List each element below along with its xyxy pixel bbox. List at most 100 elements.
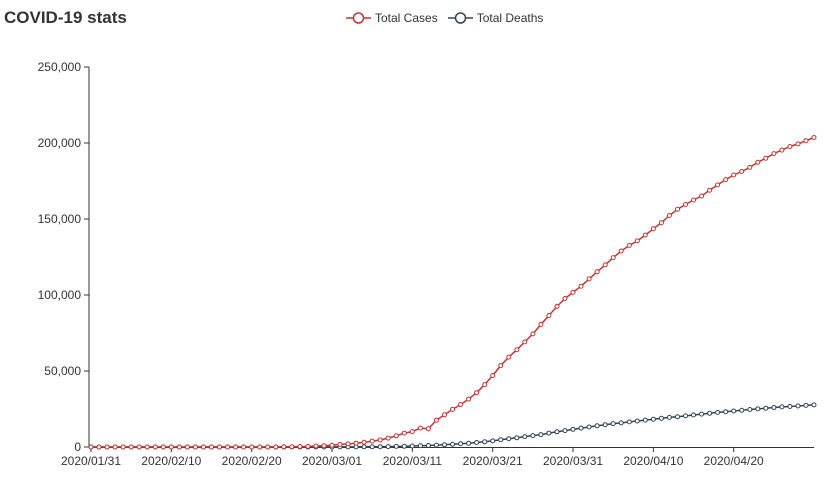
data-point-total-cases xyxy=(466,396,472,402)
data-point-total-deaths xyxy=(393,443,399,449)
data-point-total-deaths xyxy=(779,404,785,410)
data-point-total-cases xyxy=(425,426,431,432)
data-point-total-cases xyxy=(120,444,126,450)
data-point-total-deaths xyxy=(474,440,480,445)
data-point-total-deaths xyxy=(699,411,705,417)
data-point-total-deaths xyxy=(570,426,576,432)
data-point-total-cases xyxy=(699,193,705,199)
data-point-total-deaths xyxy=(401,443,407,449)
data-point-total-cases xyxy=(634,238,640,244)
data-point-total-deaths xyxy=(433,442,439,448)
data-point-total-deaths xyxy=(715,409,721,415)
data-point-total-cases xyxy=(787,144,793,149)
data-point-total-cases xyxy=(707,187,713,193)
data-point-total-deaths xyxy=(618,420,624,426)
data-point-total-deaths xyxy=(562,428,568,434)
data-point-total-deaths xyxy=(482,439,488,445)
data-point-total-cases xyxy=(361,439,367,445)
data-point-total-cases xyxy=(506,354,512,360)
data-point-total-deaths xyxy=(691,412,696,418)
data-point-total-cases xyxy=(450,406,455,412)
data-point-total-deaths xyxy=(450,441,455,447)
legend-swatch-total-deaths xyxy=(447,12,473,24)
legend-item-total-deaths[interactable]: Total Deaths xyxy=(447,11,543,25)
data-point-total-cases xyxy=(771,151,777,157)
data-point-total-deaths xyxy=(442,442,447,448)
data-point-total-cases xyxy=(811,135,817,140)
data-point-total-cases xyxy=(257,444,263,450)
data-point-total-cases xyxy=(353,440,359,446)
data-point-total-deaths xyxy=(602,422,608,428)
y-tick-label: 100,000 xyxy=(38,288,82,302)
data-point-total-cases xyxy=(739,169,745,174)
data-point-total-cases xyxy=(393,433,399,439)
data-point-total-cases xyxy=(570,289,576,295)
x-tick-label: 2020/02/10 xyxy=(141,454,201,468)
legend-label-total-cases: Total Cases xyxy=(375,11,438,25)
data-point-total-deaths xyxy=(578,425,584,431)
data-point-total-deaths xyxy=(626,419,632,425)
data-point-total-cases xyxy=(731,172,737,178)
data-point-total-cases xyxy=(675,206,680,212)
data-point-total-cases xyxy=(650,226,656,232)
data-point-total-cases xyxy=(192,444,198,450)
legend: Total Cases Total Deaths xyxy=(346,8,553,28)
data-point-total-cases xyxy=(265,444,271,450)
data-point-total-cases xyxy=(176,444,182,450)
data-point-total-deaths xyxy=(594,423,600,429)
data-point-total-cases xyxy=(715,182,721,188)
data-point-total-cases xyxy=(168,444,174,450)
data-point-total-cases xyxy=(144,444,150,450)
data-point-total-cases xyxy=(377,437,383,443)
data-point-total-deaths xyxy=(795,403,801,409)
data-point-total-cases xyxy=(152,444,158,450)
data-point-total-cases xyxy=(458,402,464,407)
data-point-total-cases xyxy=(763,155,769,161)
data-point-total-deaths xyxy=(763,405,769,411)
data-point-total-cases xyxy=(241,444,247,450)
data-point-total-cases xyxy=(313,443,319,449)
data-point-total-cases xyxy=(490,373,496,378)
data-point-total-cases xyxy=(602,262,608,268)
data-point-total-deaths xyxy=(361,444,367,450)
data-point-total-cases xyxy=(554,303,560,309)
data-point-total-deaths xyxy=(409,443,415,449)
data-point-total-cases xyxy=(128,444,134,450)
data-point-total-cases xyxy=(225,444,231,450)
data-point-total-cases xyxy=(281,444,287,450)
data-point-total-cases xyxy=(217,444,222,450)
data-point-total-deaths xyxy=(554,429,560,435)
data-point-total-deaths xyxy=(811,402,817,408)
data-point-total-cases xyxy=(522,339,528,345)
data-point-total-deaths xyxy=(538,432,544,438)
series-line-total-cases xyxy=(91,136,815,448)
data-point-total-cases xyxy=(610,255,616,261)
data-point-total-deaths xyxy=(498,437,504,443)
data-point-total-cases xyxy=(345,441,351,447)
data-point-total-cases xyxy=(233,444,239,450)
data-point-total-deaths xyxy=(650,416,656,422)
x-tick-label: 2020/04/10 xyxy=(623,454,683,468)
y-tick-label: 150,000 xyxy=(38,212,82,226)
data-point-total-cases xyxy=(546,313,552,318)
data-point-total-cases xyxy=(474,390,480,396)
legend-swatch-total-cases xyxy=(346,12,371,24)
data-point-total-deaths xyxy=(530,433,536,439)
data-point-total-deaths xyxy=(731,408,737,414)
data-point-total-cases xyxy=(417,425,423,431)
data-point-total-cases xyxy=(795,141,801,147)
data-point-total-deaths xyxy=(683,413,688,419)
data-point-total-deaths xyxy=(522,434,528,440)
data-point-total-cases xyxy=(385,435,391,441)
data-point-total-cases xyxy=(666,213,672,218)
data-point-total-cases xyxy=(658,220,664,226)
data-point-total-cases xyxy=(136,444,142,450)
series-total-cases xyxy=(88,135,817,450)
data-point-total-cases xyxy=(498,363,504,369)
data-point-total-deaths xyxy=(546,430,552,436)
data-point-total-cases xyxy=(401,430,407,436)
data-point-total-cases xyxy=(586,276,592,282)
data-point-total-cases xyxy=(409,429,415,435)
data-point-total-cases xyxy=(433,417,439,423)
legend-item-total-cases[interactable]: Total Cases xyxy=(346,11,438,25)
